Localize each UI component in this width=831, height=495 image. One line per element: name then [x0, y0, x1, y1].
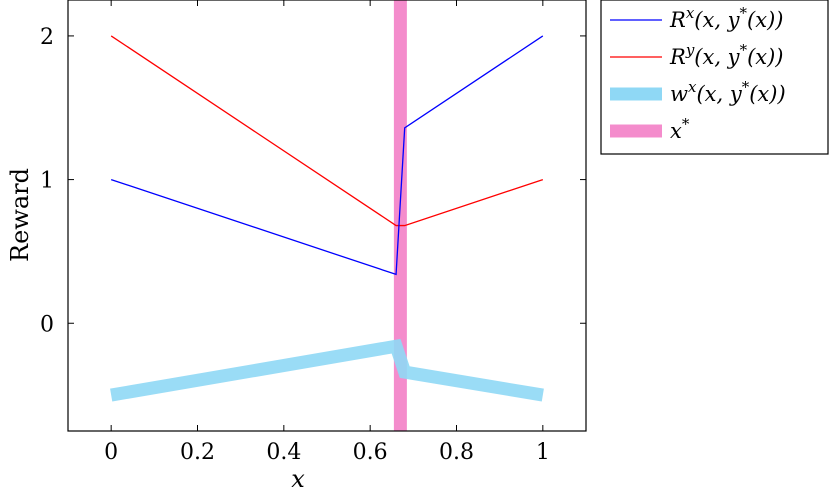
series-line-3 [110, 338, 544, 402]
legend-label-3: wx(x, y*(x)) [670, 78, 786, 106]
series-line-2 [110, 35, 544, 227]
legend: Rx(x, y*(x)) Ry(x, y*(x)) wx(x, y*(x)) x* [600, 0, 829, 155]
x-axis-label: x [291, 465, 305, 493]
y-tick-label: 2 [40, 25, 54, 50]
x-tick-label: 1 [536, 440, 550, 465]
series-line-1 [110, 35, 544, 276]
x-tick-label: 0.6 [353, 440, 388, 465]
legend-label-2: Ry(x, y*(x)) [669, 41, 783, 69]
y-tick-label: 0 [40, 312, 54, 337]
plot-frame [67, 0, 587, 432]
legend-label-1: Rx(x, y*(x)) [669, 4, 783, 32]
legend-label-4: x* [670, 115, 690, 143]
series-lines-group [110, 35, 544, 402]
x-tick-label: 0 [104, 440, 118, 465]
y-axis-label: Reward [6, 168, 34, 262]
y-ticks-group: 0 1 2 [40, 25, 586, 337]
x-tick-label: 0.2 [180, 440, 215, 465]
x-tick-label: 0.8 [439, 440, 474, 465]
x-tick-label: 0.4 [266, 440, 301, 465]
y-tick-label: 1 [40, 169, 54, 194]
x-ticks-group: 0 0.2 0.4 0.6 0.8 1 [104, 0, 550, 465]
